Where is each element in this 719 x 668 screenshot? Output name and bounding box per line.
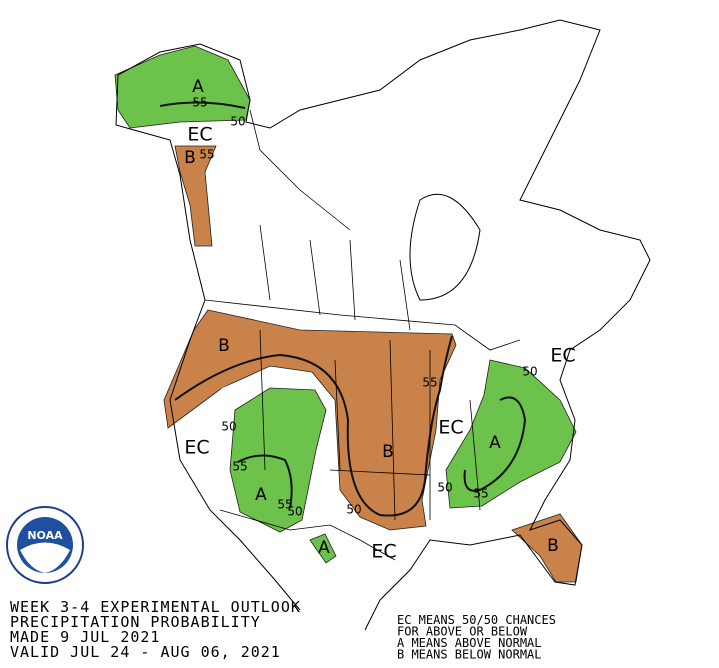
map-label: A (318, 538, 330, 558)
contour (159, 101, 246, 109)
map-label: B (547, 536, 559, 556)
border (249, 109, 411, 331)
contour (174, 335, 453, 517)
map-label: B (382, 442, 394, 462)
logo-text: NOAA (27, 529, 63, 542)
title-line: WEEK 3-4 EXPERIMENTAL OUTLOOK (10, 598, 301, 616)
map-label: 55 (422, 376, 437, 390)
contour (463, 396, 527, 492)
above-region (229, 387, 327, 533)
border (259, 329, 481, 521)
map-label: 55 (277, 498, 292, 512)
map-label: EC (438, 417, 463, 439)
below-region (174, 145, 217, 247)
map-label: A (489, 433, 501, 453)
legend-line: EC MEANS 50/50 CHANCES (397, 613, 556, 627)
map-label: 55 (473, 487, 488, 501)
map-label: A (192, 77, 204, 97)
legend-line: A MEANS ABOVE NORMAL (397, 636, 542, 650)
coastline (115, 74, 301, 611)
map-label: EC (184, 437, 209, 459)
logo-wave (20, 542, 70, 573)
border (204, 299, 521, 351)
map-label: 50 (346, 503, 361, 517)
legend-line: B MEANS BELOW NORMAL (397, 648, 542, 662)
title-block: WEEK 3-4 EXPERIMENTAL OUTLOOKPRECIPITATI… (10, 598, 301, 661)
title-line: MADE 9 JUL 2021 (10, 628, 160, 646)
map-label: 55 (232, 460, 247, 474)
map-label: 50 (437, 481, 452, 495)
map-label: 50 (522, 365, 537, 379)
map-label: EC (187, 124, 212, 146)
map-label: EC (371, 541, 396, 563)
map-label: B (218, 336, 230, 356)
border (219, 509, 396, 561)
map-label: 50 (221, 420, 236, 434)
coastline (409, 193, 481, 301)
map-label: 50 (287, 505, 302, 519)
map-label: 55 (192, 96, 207, 110)
map-label: 50 (230, 115, 245, 129)
above-region (309, 533, 337, 564)
map-label: EC (550, 345, 575, 367)
coastline (117, 19, 651, 631)
legend-line: FOR ABOVE OR BELOW (397, 625, 528, 639)
title-line: VALID JUL 24 - AUG 06, 2021 (10, 643, 281, 661)
contour (237, 454, 293, 509)
map-label: 55 (199, 148, 214, 162)
title-line: PRECIPITATION PROBABILITY (10, 613, 261, 631)
map-label: A (255, 485, 267, 505)
map-label: B (184, 148, 196, 168)
